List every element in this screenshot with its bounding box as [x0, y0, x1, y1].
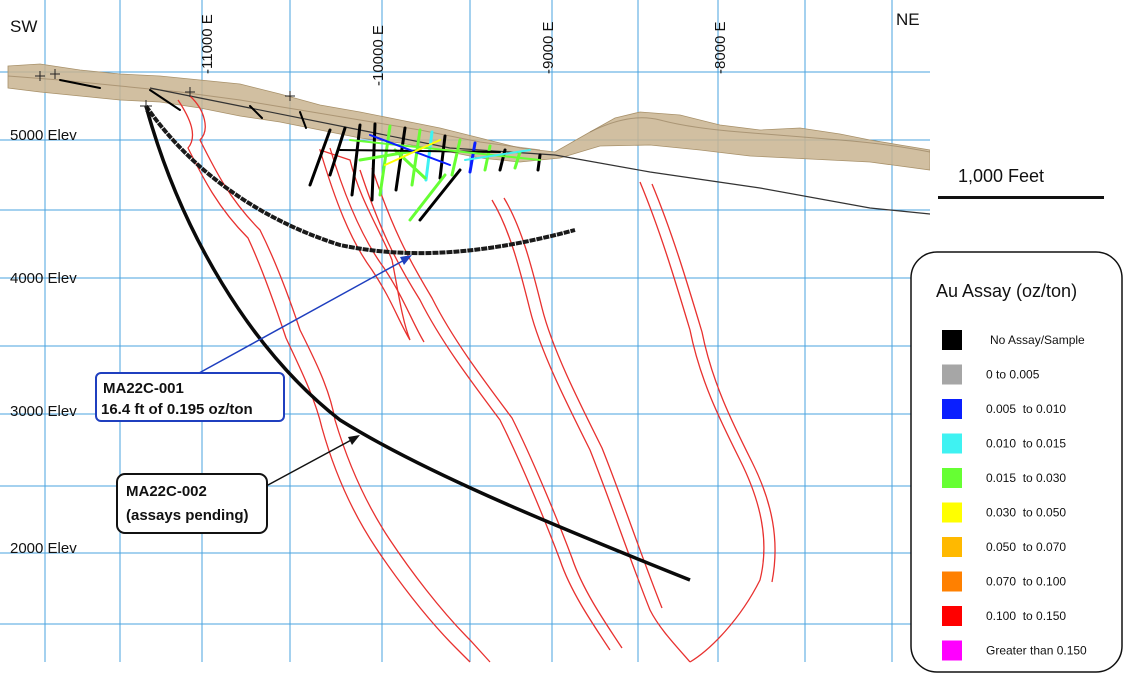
- legend-swatch: [942, 502, 962, 523]
- legend-label: 0.070 to 0.100: [986, 575, 1066, 589]
- legend-label: 0.010 to 0.015: [986, 437, 1066, 451]
- easting-label-8000: -8000 E: [712, 21, 729, 74]
- legend-label: 0 to 0.005: [986, 368, 1040, 382]
- drill-hole-ma22c-002: [144, 105, 691, 582]
- legend-title: Au Assay (oz/ton): [936, 281, 1077, 301]
- elev-label-3000: 3000 Elev: [10, 403, 77, 420]
- mineralized-shells: [177, 95, 776, 663]
- legend-label: 0.100 to 0.150: [986, 609, 1066, 623]
- legend-label: No Assay/Sample: [990, 333, 1085, 347]
- callout-ma22c-001: MA22C-001 16.4 ft of 0.195 oz/ton: [95, 372, 285, 422]
- assay-legend: Au Assay (oz/ton) No Assay/Sample 0 to 0.…: [910, 251, 1123, 673]
- elev-label-2000: 2000 Elev: [10, 540, 77, 557]
- callout-ma22c-002: MA22C-002 (assays pending): [116, 473, 268, 534]
- drill-trace-cluster: [59, 79, 542, 222]
- elev-label-4000: 4000 Elev: [10, 270, 77, 287]
- callout-arrows: [189, 255, 412, 486]
- legend-swatch: [942, 330, 962, 350]
- direction-ne: NE: [896, 10, 920, 29]
- callout-ma22c-002-line1: MA22C-002: [126, 483, 207, 500]
- legend-swatch: [942, 537, 962, 557]
- legend-label: Greater than 0.150: [986, 644, 1087, 658]
- legend-swatch: [942, 571, 962, 592]
- direction-sw: SW: [10, 17, 37, 36]
- legend-swatch: [942, 640, 962, 661]
- scale-bar: 1,000 Feet: [938, 166, 1104, 199]
- legend-swatch: [942, 468, 962, 488]
- collar-markers: [35, 69, 295, 112]
- scale-bar-label: 1,000 Feet: [958, 166, 1044, 186]
- elev-label-5000: 5000 Elev: [10, 127, 77, 144]
- legend-swatch: [942, 433, 962, 454]
- legend-swatch: [942, 606, 962, 626]
- drill-hole-ma22c-001: [144, 104, 576, 256]
- callout-ma22c-001-line2: 16.4 ft of 0.195 oz/ton: [101, 401, 253, 418]
- terrain-surface: [7, 63, 931, 171]
- legend-label: 0.050 to 0.070: [986, 540, 1066, 554]
- legend-swatch: [942, 364, 962, 385]
- legend-label: 0.030 to 0.050: [986, 506, 1066, 520]
- easting-label-9000: -9000 E: [540, 21, 557, 74]
- legend-label: 0.015 to 0.030: [986, 471, 1066, 485]
- legend-label: 0.005 to 0.010: [986, 402, 1066, 416]
- callout-ma22c-002-line2: (assays pending): [126, 507, 249, 524]
- callout-ma22c-001-line1: MA22C-001: [103, 380, 184, 397]
- easting-label-10000: -10000 E: [370, 25, 387, 86]
- legend-swatch: [942, 399, 962, 419]
- surface-profile-line: [149, 87, 931, 215]
- easting-label-11000: -11000 E: [199, 14, 216, 74]
